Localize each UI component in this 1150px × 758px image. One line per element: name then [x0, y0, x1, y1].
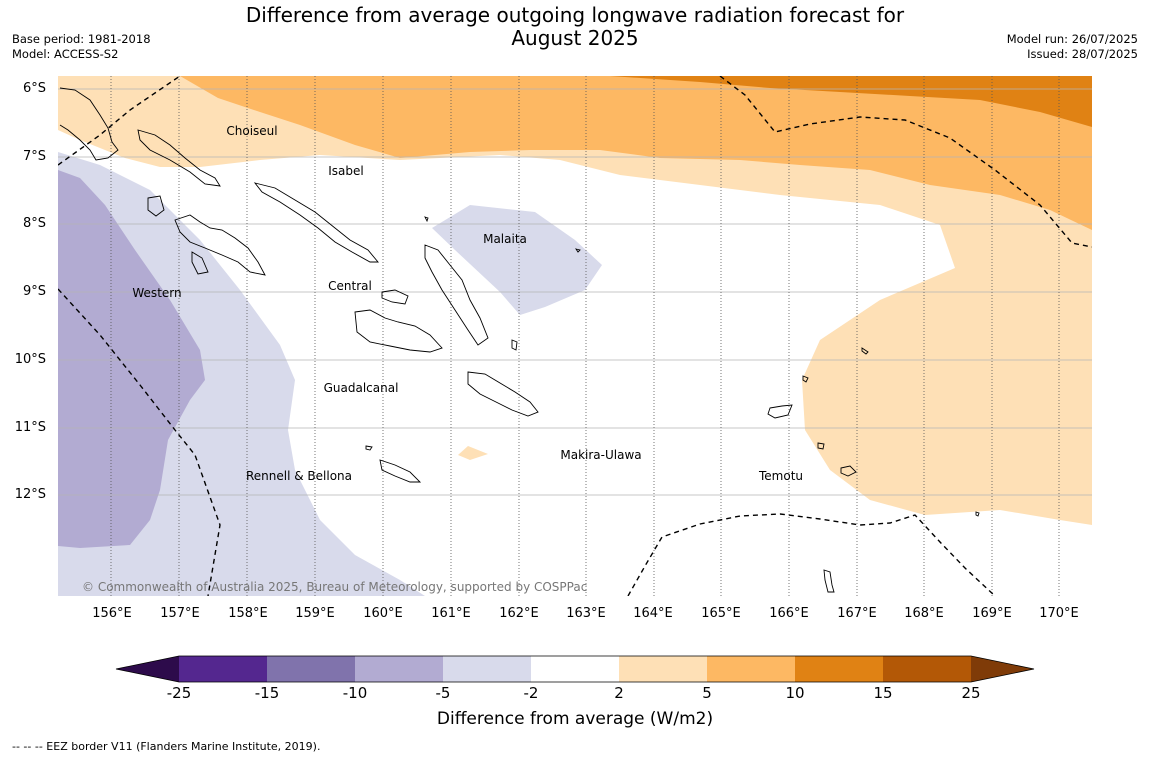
lat-label-11s: 11°S [14, 420, 46, 435]
region-label-choiseul: Choiseul [226, 124, 278, 138]
coast-duff [861, 347, 869, 355]
coast-vanikoro [840, 465, 857, 477]
coast-utupua [817, 442, 825, 450]
lat-label-6s: 6°S [22, 81, 46, 96]
band-minus5-to-minus2-malaita [432, 205, 602, 315]
lon-label-157e: 157°E [160, 606, 200, 621]
lon-label-161e: 161°E [431, 606, 471, 621]
coast-small-malaita [511, 339, 518, 351]
copyright-notice: © Commonwealth of Australia 2025, Bureau… [82, 580, 588, 594]
eez-footnote: -- -- -- EEZ border V11 (Flanders Marine… [12, 740, 321, 753]
coastlines [59, 87, 980, 593]
lon-label-160e: 160°E [363, 606, 403, 621]
coast-savo [354, 309, 443, 353]
colorbar-outline [115, 655, 1035, 683]
region-label-rennell-bellona: Rennell & Bellona [245, 469, 353, 483]
colorbar-label-25: 25 [961, 684, 981, 702]
lon-label-159e: 159°E [295, 606, 335, 621]
meta-right: Model run: 26/07/2025 Issued: 28/07/2025 [1007, 32, 1138, 62]
band-2-to-5-north [58, 76, 1092, 596]
title-line-2: August 2025 [511, 26, 639, 50]
coast-ranongga [191, 251, 209, 275]
model-run: Model run: 26/07/2025 [1006, 32, 1138, 46]
lon-label-167e: 167°E [837, 606, 877, 621]
colorbar-label-minus10: -10 [342, 684, 368, 702]
colorbar-swatch-3 [355, 656, 443, 682]
coast-bellona [365, 445, 373, 451]
colorbar-swatch-8 [795, 656, 883, 682]
base-period: Base period: 1981-2018 [12, 32, 151, 46]
band-5-to-10-north [180, 76, 1092, 230]
lon-label-162e: 162°E [499, 606, 539, 621]
title-line-1: Difference from average outgoing longwav… [245, 3, 905, 27]
lat-label-10s: 10°S [14, 352, 46, 367]
coast-reef-islands [802, 375, 809, 383]
lon-label-158e: 158°E [228, 606, 268, 621]
colorbar-swatch-5 [531, 656, 619, 682]
meta-left: Base period: 1981-2018 Model: ACCESS-S2 [12, 32, 151, 62]
region-label-malaita: Malaita [483, 232, 527, 246]
lat-label-7s: 7°S [22, 149, 46, 164]
colorbar-label-2: 2 [614, 684, 624, 702]
coast-santa-cruz [767, 404, 793, 419]
colorbar-label-5: 5 [702, 684, 712, 702]
lon-label-164e: 164°E [633, 606, 673, 621]
lon-label-165e: 165°E [701, 606, 741, 621]
colorbar-swatch-7 [707, 656, 795, 682]
latitude-gridlines [58, 88, 1092, 496]
coast-bougainville [59, 87, 119, 161]
coast-ontong-java [424, 216, 429, 223]
colorbar-extend-low [116, 656, 179, 682]
chart-title: Difference from average outgoing longwav… [0, 4, 1150, 50]
coast-isabel [253, 182, 379, 263]
colorbar-label-minus15: -15 [254, 684, 280, 702]
coast-new-georgia [174, 214, 266, 276]
colorbar-title: Difference from average (W/m2) [436, 709, 714, 729]
coast-vella-lavella [147, 195, 165, 217]
region-label-western: Western [132, 286, 182, 300]
colorbar-extend-high [971, 656, 1034, 682]
region-label-central: Central [328, 279, 372, 293]
colorbar-label-10: 10 [785, 684, 805, 702]
region-label-temotu: Temotu [758, 469, 804, 483]
colorbar-swatch-2 [267, 656, 355, 682]
colorbar [115, 655, 1035, 683]
colorbar-label-minus5: -5 [435, 684, 451, 702]
lon-label-169e: 169°E [972, 606, 1012, 621]
band-2-to-5-rennell-patch [458, 446, 488, 460]
colorbar-swatch-4 [443, 656, 531, 682]
lat-label-9s: 9°S [22, 284, 46, 299]
lon-label-168e: 168°E [904, 606, 944, 621]
issued-date: Issued: 28/07/2025 [1027, 47, 1138, 61]
lon-label-156e: 156°E [92, 606, 132, 621]
coast-sikaiana [574, 248, 581, 253]
colorbar-label-15: 15 [873, 684, 893, 702]
colorbar-swatch-6 [619, 656, 707, 682]
lon-label-163e: 163°E [566, 606, 606, 621]
colorbar-label-minus2: -2 [523, 684, 539, 702]
band-minus10-to-minus5-west [58, 170, 205, 548]
colorbar-swatch-9 [883, 656, 971, 682]
colorbar-label-minus25: -25 [166, 684, 192, 702]
coast-florida [381, 289, 409, 305]
map-plot-area [58, 76, 1092, 596]
region-label-makira-ulawa: Makira-Ulawa [560, 448, 642, 462]
colorbar-swatch-1 [179, 656, 267, 682]
coast-tikopia [975, 511, 980, 517]
coast-makira [467, 371, 539, 417]
region-label-isabel: Isabel [328, 164, 364, 178]
lat-label-12s: 12°S [14, 487, 46, 502]
coast-choiseul [137, 129, 221, 187]
lon-label-166e: 166°E [769, 606, 809, 621]
model-name: Model: ACCESS-S2 [12, 47, 119, 61]
lon-label-170e: 170°E [1039, 606, 1079, 621]
eez-border [58, 76, 1092, 596]
lat-label-8s: 8°S [22, 216, 46, 231]
coast-malaita [424, 244, 489, 346]
coast-rennell [379, 459, 422, 483]
coast-anuta [823, 569, 835, 593]
region-label-guadalcanal: Guadalcanal [323, 381, 399, 395]
